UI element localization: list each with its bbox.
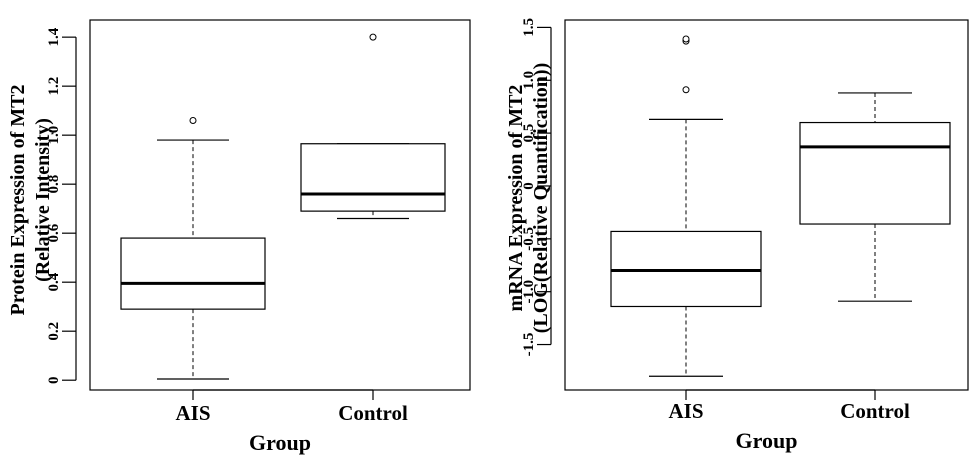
x-tick-label: AIS [668,399,703,423]
y-tick-label: 0.4 [46,272,62,291]
y-tick-label: 1.0 [46,126,62,145]
box-control [799,92,951,302]
y-tick-label: 0 [521,182,537,190]
outlier-point [189,116,197,124]
y-tick-label: 0.5 [521,124,537,143]
outlier-point [369,33,377,41]
y-axis-title-line: Protein Expression of MT2 [7,85,29,316]
box-ais [120,116,266,380]
y-tick-label: 0.8 [46,175,62,194]
box-control [300,33,446,220]
outlier-point [682,35,690,43]
y-tick-label: 1.5 [521,18,537,37]
y-tick-label: 1.4 [46,27,62,46]
y-tick-label: 0.6 [46,223,62,242]
y-axis-title-line: (LOG(Relative Quantification)) [530,63,552,334]
interquartile-box [610,230,762,308]
y-tick-label: -1.0 [521,280,537,304]
y-tick-label: -1.5 [521,333,537,357]
interquartile-box [120,237,266,310]
x-tick-label: AIS [175,401,210,425]
x-tick-label: Control [840,399,910,423]
x-tick-label: Control [338,401,408,425]
y-tick-label: 1.2 [46,77,62,96]
y-tick-label: -0.5 [521,227,537,251]
x-axis-title: Group [736,428,798,453]
y-axis-title-line: mRNA Expression of MT2 [505,85,527,312]
y-tick-label: 0 [46,376,62,384]
boxplot-panel-1: 0 0.2 0.4 0.6 0.8 1.0 1.2 1.4 AIS Control Group Pro… [7,19,471,455]
boxplot-panel-2: -1.5 -1.0 -0.5 0 0.5 1.0 1.5 AIS Control Group mRN… [505,18,969,453]
interquartile-box [799,121,951,225]
y-tick-label: 1.0 [521,71,537,90]
y-tick-label: 0.2 [46,322,62,341]
box-ais [610,35,762,377]
y-axis-title-line: (Relative Intensity) [32,118,54,282]
x-axis-title: Group [249,430,311,455]
outlier-point [682,86,690,94]
interquartile-box [300,143,446,212]
